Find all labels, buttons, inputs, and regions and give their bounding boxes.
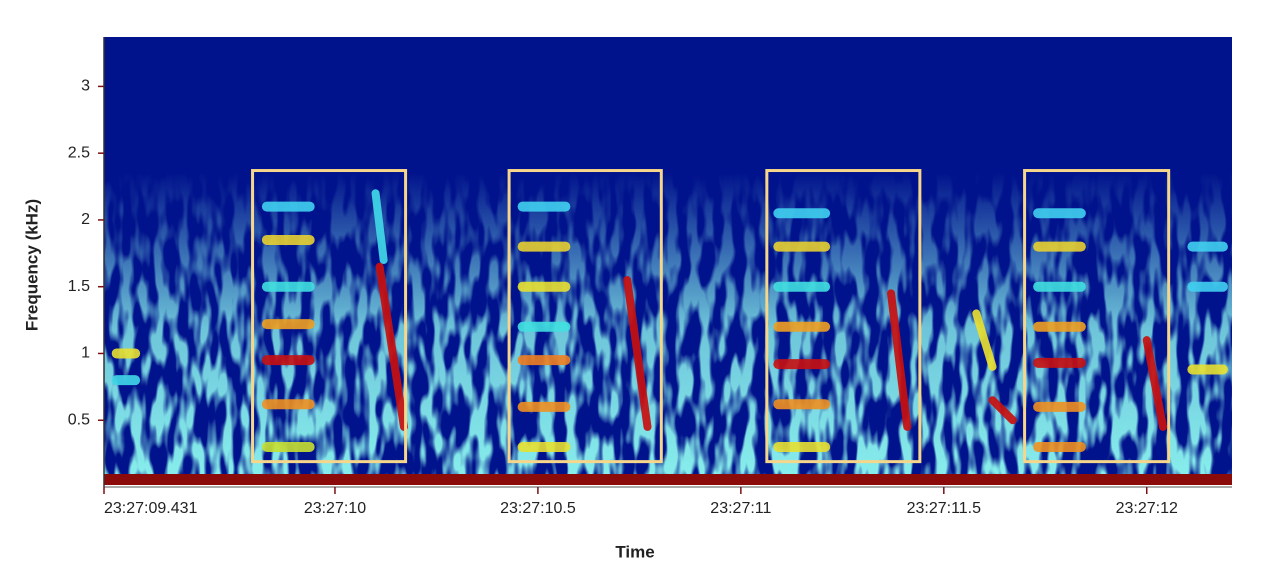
low-band [104,474,1232,485]
noise-floor [104,37,1232,485]
band [1033,401,1086,412]
sweep [375,262,408,431]
y-tick-label: 3 [81,78,90,95]
band [773,208,831,219]
sweep [887,289,912,431]
band [261,399,315,410]
band [261,355,315,366]
band [517,241,571,252]
sweep [972,309,997,371]
band [1033,321,1086,332]
band [1033,357,1086,368]
band [261,201,315,212]
band [773,241,831,252]
band [773,321,831,332]
x-tick-label: 23:27:10.5 [500,500,576,517]
band [773,359,831,370]
y-tick-label: 2.5 [68,144,90,161]
selection-box [765,169,922,464]
band [773,399,831,410]
x-tick-label: 23:27:09.431 [104,500,198,517]
band [517,281,571,292]
x-tick-label: 23:27:11 [710,500,771,517]
x-tick-label: 23:27:10 [304,500,366,517]
marks [111,189,1228,452]
x-tick-label: 23:27:12 [1116,500,1178,517]
x-axis-title: Time [615,542,654,561]
y-tick-label: 0.5 [68,411,90,428]
band [1187,281,1228,292]
band [1033,241,1086,252]
band [111,348,141,359]
x-tick-label: 23:27:11.5 [907,500,982,517]
y-tick-label: 1 [81,345,90,362]
sweep [1142,336,1167,431]
selection-box [1023,169,1171,464]
band [517,201,571,212]
band [1187,364,1228,375]
band [517,321,571,332]
band [517,355,571,366]
y-tick-label: 2 [81,211,90,228]
band [261,319,315,330]
band [773,281,831,292]
sweep [988,396,1017,425]
band [517,401,571,412]
band [1033,208,1086,219]
selection-box [507,169,663,464]
band [1033,281,1086,292]
y-axis-title: Frequency (kHz) [22,199,41,331]
band [261,234,315,245]
y-tick-label: 1.5 [68,278,90,295]
band [261,281,315,292]
band [1033,441,1086,452]
selection-box [251,169,408,464]
band [517,441,571,452]
sweep [623,276,652,431]
band [773,441,831,452]
band [261,441,315,452]
band [1187,241,1228,252]
band [111,375,141,386]
sweep [371,189,388,264]
